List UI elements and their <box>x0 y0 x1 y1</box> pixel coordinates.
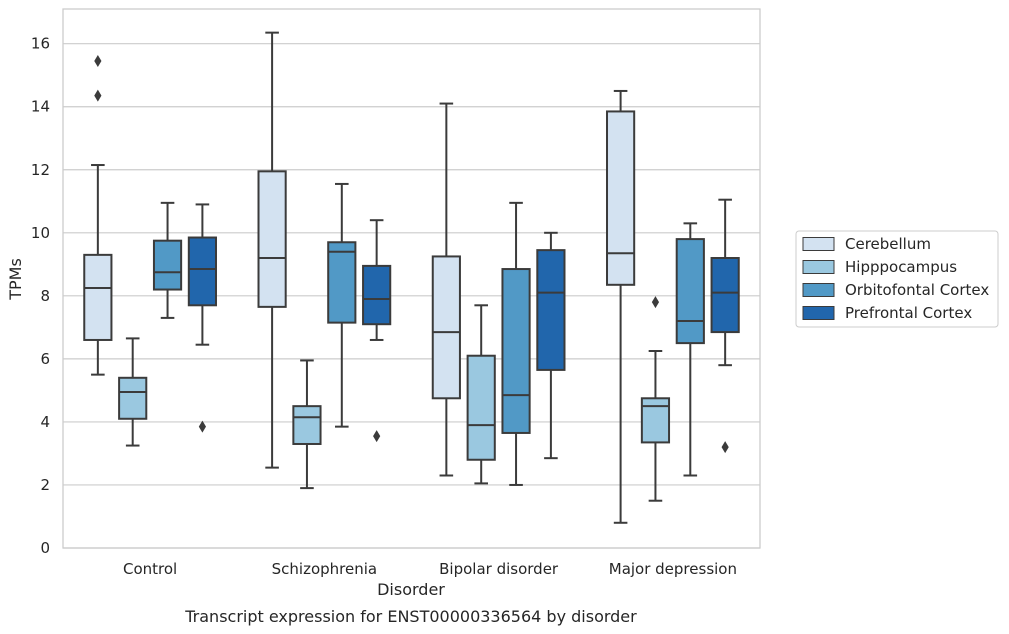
y-tick-label: 16 <box>31 35 50 53</box>
box <box>257 170 287 308</box>
y-tick-label: 2 <box>40 476 50 494</box>
outlier-point <box>94 89 102 102</box>
box <box>118 376 148 420</box>
box <box>536 249 566 371</box>
x-tick-labels: Control Schizophrenia Bipolar disorder Majo… <box>123 560 737 578</box>
box-group <box>675 222 705 477</box>
y-tick-label: 4 <box>40 413 50 431</box>
legend: Cerebellum Hipppocampus Orbitofontal Corte… <box>795 230 999 328</box>
legend-swatch <box>802 283 835 297</box>
chart-caption: Transcript expression for ENST0000033656… <box>184 607 637 626</box>
box-group <box>501 201 531 486</box>
box <box>327 241 357 324</box>
box <box>292 405 322 445</box>
outlier-point <box>373 430 381 443</box>
box <box>466 354 496 461</box>
box-group <box>118 337 148 447</box>
box <box>640 397 671 444</box>
plot-frame <box>62 8 761 549</box>
x-tick-label: Schizophrenia <box>272 560 377 578</box>
legend-swatch <box>802 306 835 320</box>
legend-label: Prefrontal Cortex <box>845 304 972 322</box>
box-group <box>606 89 636 524</box>
box-group <box>536 231 566 460</box>
box-group <box>710 198 740 454</box>
y-tick-label: 0 <box>40 539 50 557</box>
x-tick-label: Major depression <box>609 560 737 578</box>
outlier-point <box>651 296 660 309</box>
legend-frame <box>795 230 999 328</box>
box-group <box>466 304 496 485</box>
box <box>710 257 740 334</box>
box-group <box>257 31 287 469</box>
x-axis-title: Disorder <box>377 580 445 599</box>
box <box>152 239 183 291</box>
box-group <box>83 55 113 376</box>
y-tick-label: 12 <box>31 161 50 179</box>
box <box>362 264 392 326</box>
y-tick-labels: 0 2 4 6 8 10 12 14 16 <box>31 35 50 557</box>
box-group <box>640 296 671 502</box>
outlier-point <box>198 420 206 433</box>
box-group <box>292 359 322 490</box>
legend-label: Orbitofontal Cortex <box>845 281 989 299</box>
box-group <box>362 219 392 443</box>
legend-label: Cerebellum <box>845 235 931 253</box>
box-group <box>152 201 183 319</box>
y-tick-label: 10 <box>31 224 50 242</box>
box-group <box>187 203 217 433</box>
box <box>187 236 217 307</box>
boxes <box>83 31 740 524</box>
y-axis-title: TPMs <box>6 258 25 301</box>
legend-swatch <box>802 260 835 274</box>
box <box>83 253 113 341</box>
outlier-point <box>721 441 729 454</box>
box <box>606 110 636 286</box>
legend-swatch <box>802 237 835 251</box>
box-group <box>327 182 357 428</box>
x-tick-label: Bipolar disorder <box>439 560 559 578</box>
box <box>501 268 531 434</box>
y-tick-label: 8 <box>40 287 50 305</box>
y-tick-label: 14 <box>31 98 50 116</box>
y-tick-label: 6 <box>40 350 50 368</box>
x-tick-label: Control <box>123 560 177 578</box>
box-group <box>431 102 461 477</box>
outlier-point <box>94 55 102 68</box>
box <box>431 255 461 400</box>
legend-label: Hipppocampus <box>845 258 957 276</box>
box <box>675 238 705 345</box>
